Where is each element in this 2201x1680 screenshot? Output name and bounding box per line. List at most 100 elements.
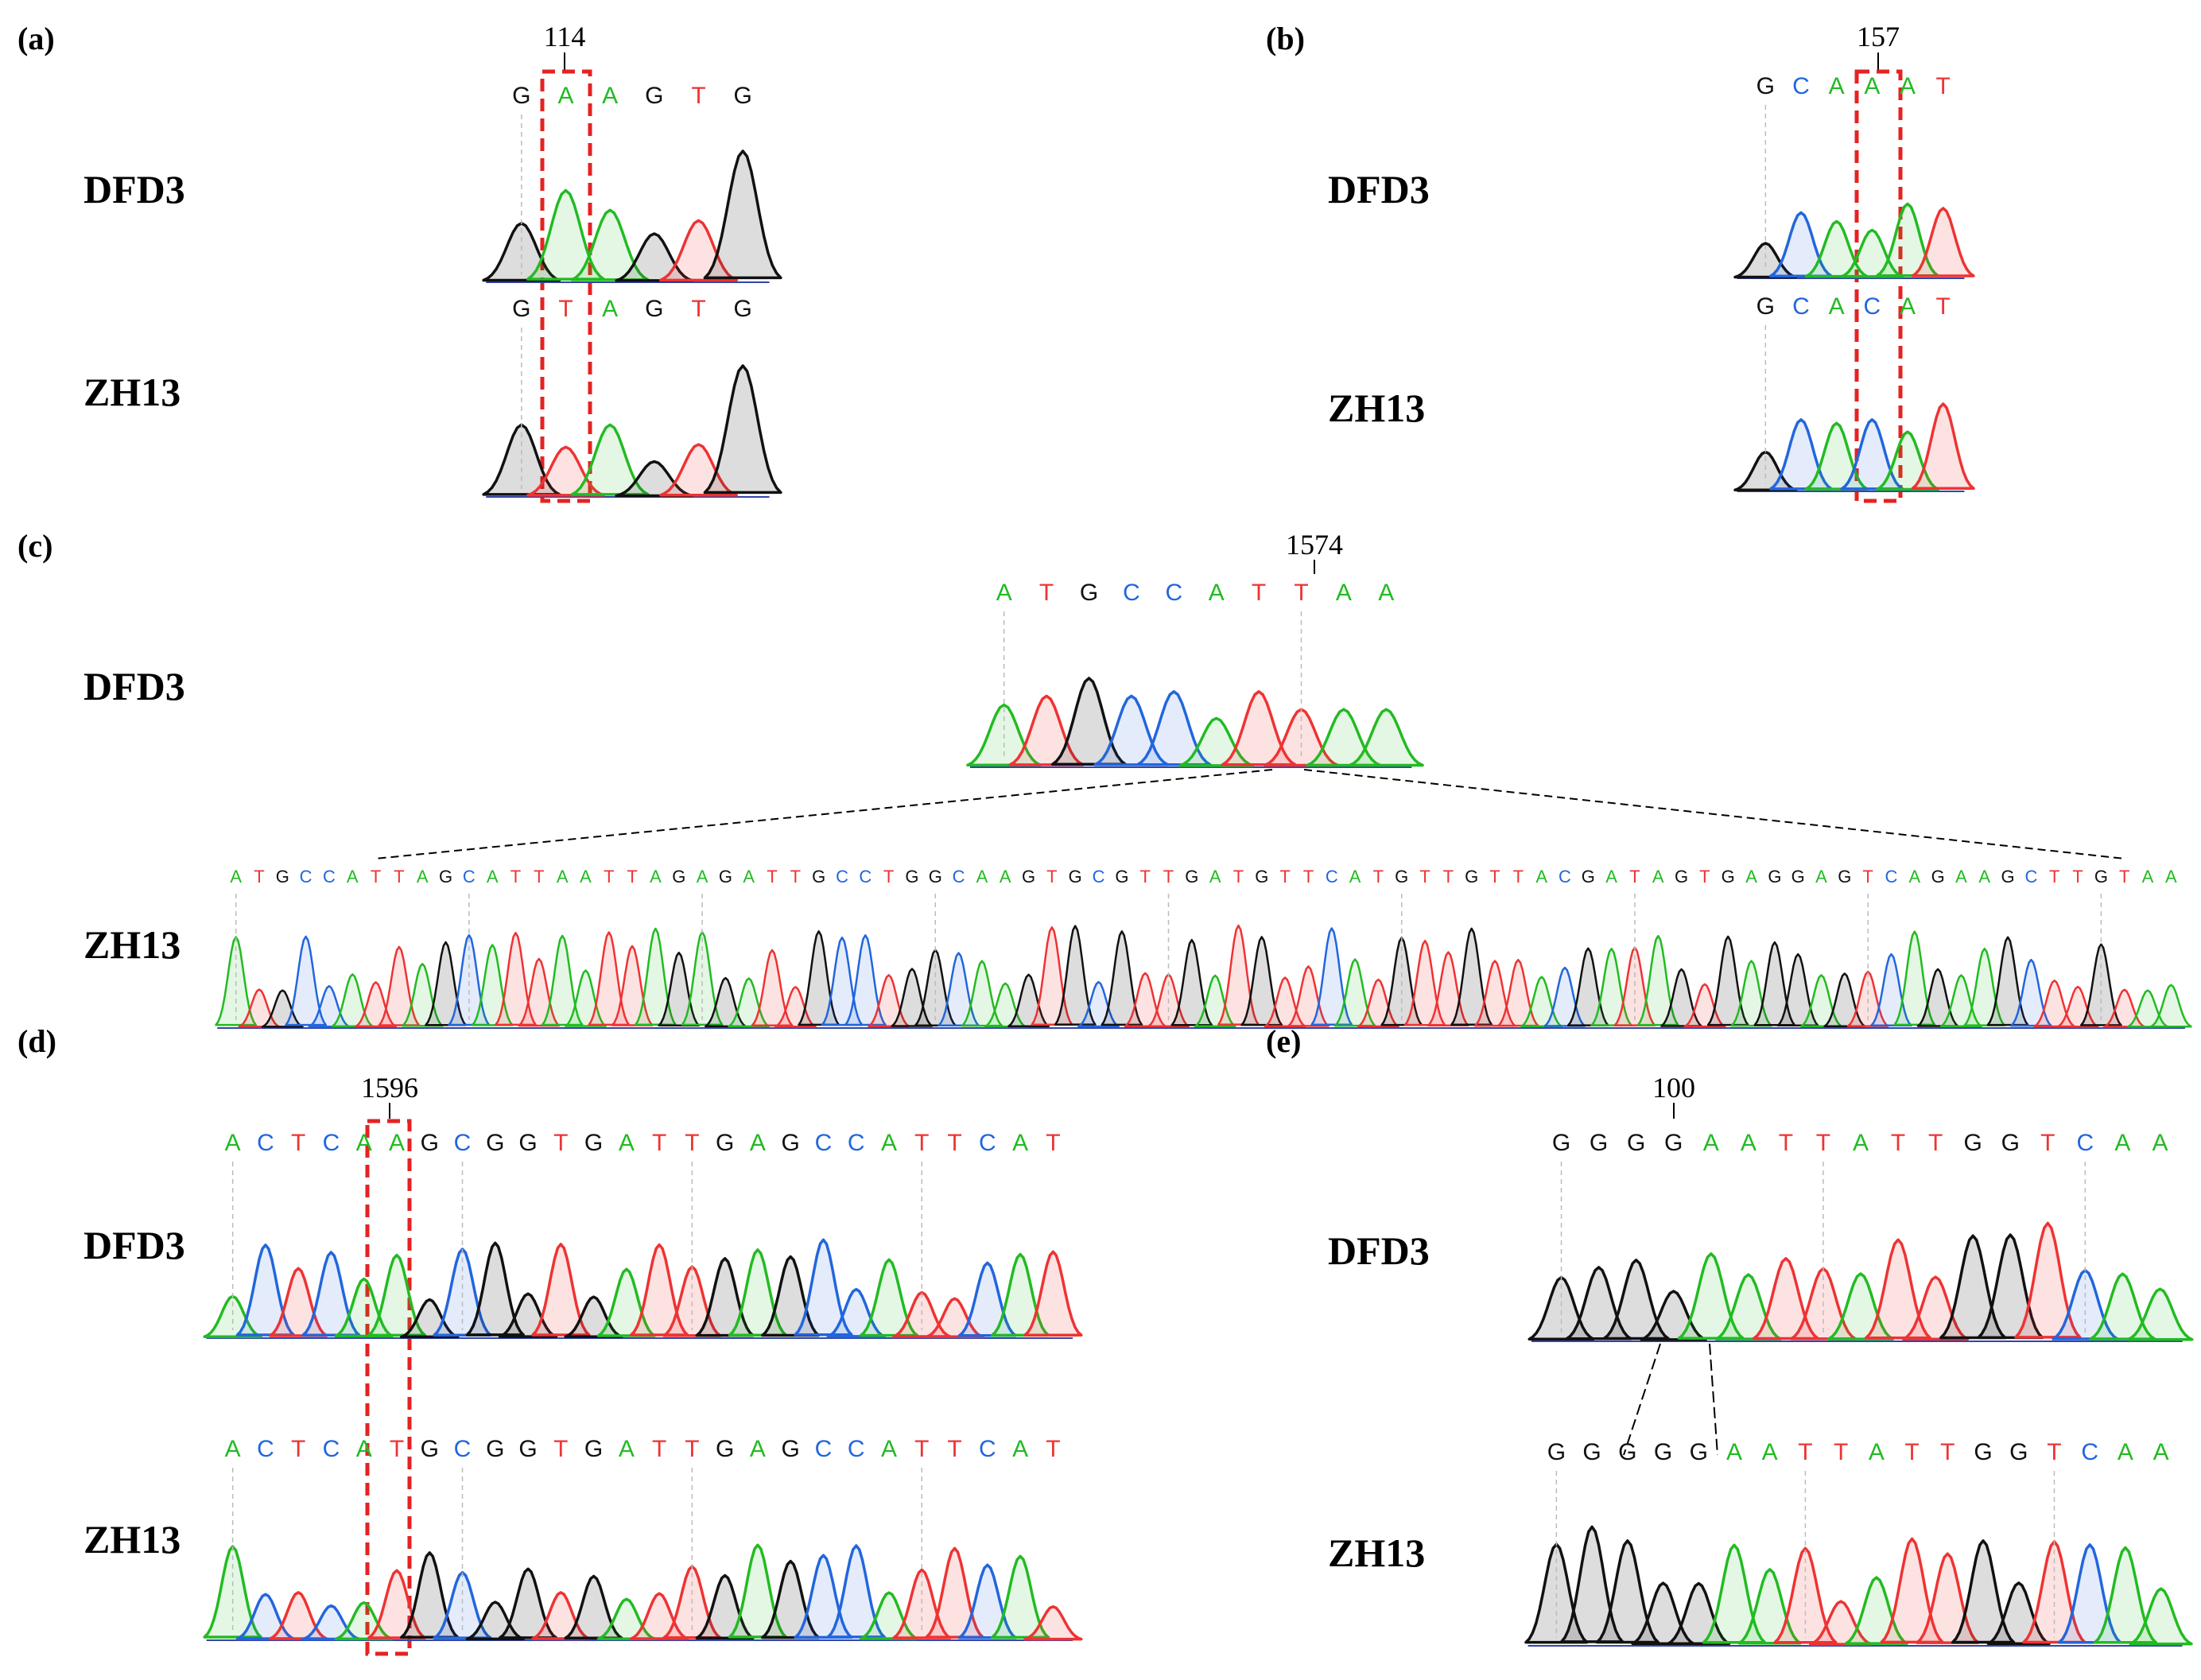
trace-peak [1875, 202, 1940, 277]
base-call: G [1618, 1439, 1636, 1465]
base-call: T [1936, 293, 1951, 320]
base-call: T [1699, 867, 1710, 887]
base-call: G [1838, 867, 1851, 887]
base-call: G [1757, 293, 1775, 320]
position-label-d: 1596 [361, 1072, 418, 1104]
trace-peak [681, 931, 724, 1026]
base-call: A [881, 1130, 897, 1156]
base-call: T [1163, 867, 1174, 887]
trace-peak [925, 1546, 984, 1639]
trace-peak [914, 949, 957, 1026]
trace-peak [1559, 1525, 1625, 1643]
base-call: G [486, 1130, 504, 1156]
panel-label-b: (b) [1266, 21, 1305, 56]
base-call: T [1834, 1439, 1848, 1465]
base-call: G [2094, 867, 2108, 887]
trace-peak [1733, 242, 1798, 279]
trace-peak [498, 1567, 558, 1639]
base-call: G [1964, 1130, 1982, 1156]
trace-peak [1077, 980, 1120, 1028]
base-call: G [1627, 1130, 1645, 1156]
sample-label-c-bottom: ZH13 [83, 922, 181, 967]
trace-peak [2033, 980, 2076, 1028]
zoom-line-left [375, 769, 1273, 859]
base-call: C [836, 867, 848, 887]
trace-peak [2010, 958, 2052, 1027]
base-call: G [1974, 1439, 1992, 1465]
base-call: T [691, 83, 705, 109]
base-call: T [291, 1130, 305, 1156]
base-call: T [1279, 867, 1290, 887]
base-call: A [1829, 293, 1845, 320]
base-call: A [1209, 867, 1221, 887]
base-call: T [947, 1436, 961, 1462]
trace-peak [658, 219, 739, 282]
base-call: A [1349, 867, 1361, 887]
sample-label-c-top: DFD3 [83, 664, 185, 708]
trace-peak [1916, 968, 1959, 1027]
trace-peak [1170, 938, 1213, 1026]
base-call: A [750, 1130, 766, 1156]
trace-peak [301, 1251, 361, 1337]
trace-peak [1752, 1257, 1820, 1341]
trace-peak [1901, 1275, 1970, 1341]
base-call: G [812, 867, 825, 887]
base-call: A [2165, 867, 2177, 887]
base-call: C [815, 1436, 833, 1462]
base-call: G [719, 867, 732, 887]
base-call: C [1863, 293, 1881, 320]
base-call: C [1559, 867, 1571, 887]
base-call: G [1931, 867, 1945, 887]
base-call: T [394, 867, 404, 887]
trace-peak [1683, 983, 1726, 1028]
base-call: A [1815, 867, 1827, 887]
trace-peak [1221, 690, 1297, 766]
trace-peak [1840, 228, 1904, 278]
trace-peak [1768, 418, 1834, 491]
base-call: C [323, 1436, 340, 1462]
sample-label-d-bottom: ZH13 [83, 1517, 181, 1562]
base-call: G [1654, 1439, 1672, 1465]
trace-peak [1733, 450, 1798, 492]
trace-peak [378, 945, 421, 1026]
base-call: A [1209, 580, 1225, 606]
trace-peak [1602, 1259, 1670, 1341]
base-call: A [619, 1130, 635, 1156]
trace-peak [1911, 402, 1975, 491]
trace-peak [826, 1287, 886, 1338]
trace-peak [235, 1244, 296, 1337]
base-call: A [557, 867, 569, 887]
base-call: A [1762, 1439, 1778, 1465]
trace-peak [261, 989, 304, 1028]
base-call: T [604, 867, 614, 887]
base-call: A [356, 1436, 372, 1462]
trace-peak [1023, 1250, 1083, 1337]
base-call: G [512, 83, 530, 109]
base-call: A [976, 867, 988, 887]
trace-peak [1893, 930, 1936, 1026]
sample-label-d-top: DFD3 [83, 1223, 185, 1267]
base-call: T [1928, 1130, 1943, 1156]
base-call: A [1703, 1130, 1719, 1156]
base-call: T [1629, 867, 1640, 887]
base-call: C [2081, 1439, 2098, 1465]
base-call: G [1582, 867, 1595, 887]
trace-peak [635, 927, 677, 1026]
base-call: G [1722, 867, 1735, 887]
base-call: T [947, 1130, 961, 1156]
trace-peak [433, 1571, 492, 1639]
base-call: G [421, 1436, 439, 1462]
trace-peak [1880, 1537, 1944, 1644]
trace-peak [1595, 1539, 1659, 1644]
base-call: G [584, 1130, 603, 1156]
base-call: C [1165, 580, 1182, 606]
trace-peak [1844, 1576, 1908, 1645]
trace-peak [1306, 708, 1382, 767]
base-call: A [1745, 867, 1757, 887]
base-call: T [2049, 867, 2059, 887]
base-call: T [652, 1436, 666, 1462]
base-call: C [1123, 580, 1140, 606]
trace-peak [400, 1551, 460, 1639]
base-call: A [225, 1130, 241, 1156]
